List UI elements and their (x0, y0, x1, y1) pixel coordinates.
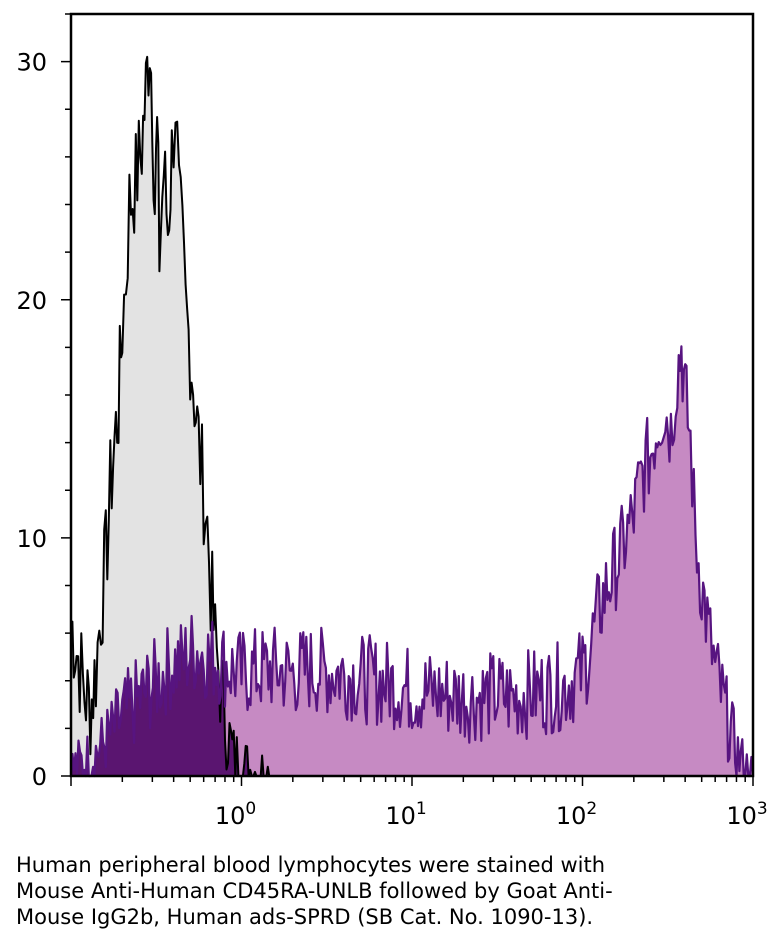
stained-histogram-line (69, 345, 755, 778)
y-tick-label: 0 (32, 763, 47, 791)
caption-line: Mouse IgG2b, Human ads-SPRD (SB Cat. No.… (16, 905, 594, 929)
x-tick-label: 102 (556, 799, 597, 830)
x-tick-label: 100 (215, 799, 256, 830)
axes: 0 10 20 30 100 101 102 103 (16, 12, 768, 830)
control-histogram-fill (71, 56, 277, 777)
y-tick-label: 10 (16, 525, 47, 553)
plot-area (69, 55, 755, 778)
y-tick-label: 20 (16, 287, 47, 315)
figure-caption: Human peripheral blood lymphocytes were … (16, 852, 756, 930)
x-tick-label: 103 (726, 799, 767, 830)
y-tick-label: 30 (16, 49, 47, 77)
caption-line: Human peripheral blood lymphocytes were … (16, 853, 606, 877)
x-tick-label: 101 (385, 799, 426, 830)
histogram-chart: 0 10 20 30 100 101 102 103 (16, 12, 768, 830)
caption-line: Mouse Anti-Human CD45RA-UNLB followed by… (16, 879, 613, 903)
